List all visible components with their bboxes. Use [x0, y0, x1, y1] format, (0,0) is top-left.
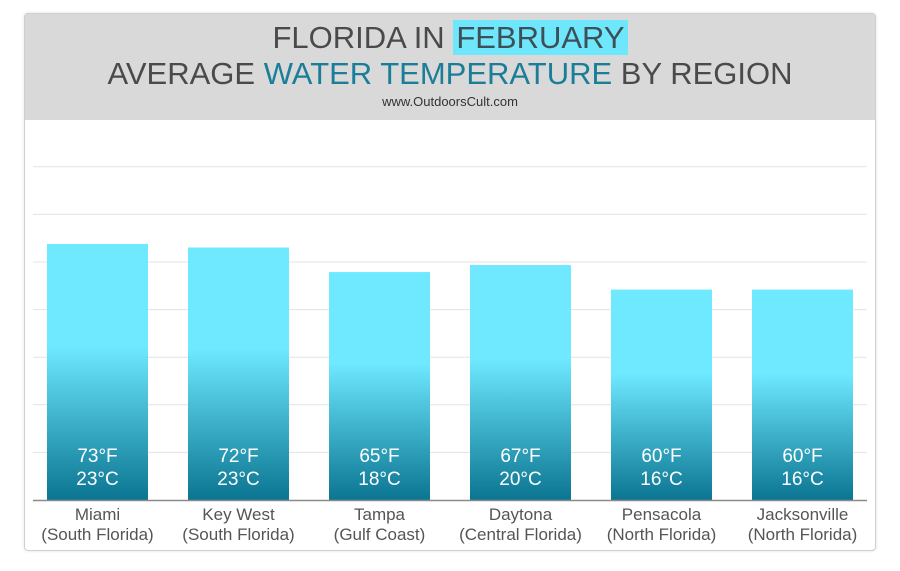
category-label-city: Key West: [202, 505, 275, 524]
data-label-fahrenheit: 72°F: [218, 446, 258, 467]
bar-key-west: [188, 247, 289, 500]
data-label-celsius: 23°C: [76, 469, 118, 490]
category-label-city: Pensacola: [622, 505, 702, 524]
bar-tampa: [329, 272, 430, 500]
category-label-region: (Central Florida): [459, 525, 582, 544]
category-labels: Miami(South Florida)Key West(South Flori…: [41, 505, 857, 544]
category-label-city: Daytona: [489, 505, 553, 524]
data-label-fahrenheit: 65°F: [359, 446, 399, 467]
bar-pensacola: [611, 289, 712, 500]
data-label-fahrenheit: 60°F: [641, 446, 681, 467]
category-label-region: (South Florida): [41, 525, 153, 544]
data-label-fahrenheit: 73°F: [77, 446, 117, 467]
bars: 73°F23°C72°F23°C65°F18°C67°F20°C60°F16°C…: [47, 244, 853, 500]
data-label-celsius: 16°C: [640, 469, 682, 490]
subtitle-text-pre: AVERAGE: [107, 56, 264, 91]
chart-title-line-1: FLORIDA IN FEBRUARY: [25, 20, 875, 56]
category-label-region: (North Florida): [748, 525, 858, 544]
category-label-city: Jacksonville: [757, 505, 849, 524]
data-label-fahrenheit: 67°F: [500, 446, 540, 467]
title-month-highlight: FEBRUARY: [453, 20, 628, 55]
data-label-celsius: 20°C: [499, 469, 541, 490]
chart-plot: 73°F23°C72°F23°C65°F18°C67°F20°C60°F16°C…: [33, 166, 867, 544]
subtitle-text-post: BY REGION: [612, 56, 793, 91]
category-label-region: (South Florida): [182, 525, 294, 544]
bar-jacksonville: [752, 289, 853, 500]
gridlines: [33, 166, 867, 453]
chart-header: FLORIDA IN FEBRUARY AVERAGE WATER TEMPER…: [25, 14, 875, 120]
subtitle-highlight: WATER TEMPERATURE: [263, 56, 613, 91]
data-label-celsius: 18°C: [358, 469, 400, 490]
category-label-city: Miami: [75, 505, 120, 524]
category-label-city: Tampa: [354, 505, 406, 524]
chart-card: FLORIDA IN FEBRUARY AVERAGE WATER TEMPER…: [24, 13, 876, 551]
data-label-celsius: 16°C: [781, 469, 823, 490]
data-label-fahrenheit: 60°F: [782, 446, 822, 467]
chart-title-line-2: AVERAGE WATER TEMPERATURE BY REGION: [25, 56, 875, 92]
category-label-region: (North Florida): [607, 525, 717, 544]
bar-daytona: [470, 265, 571, 500]
source-website: www.OutdoorsCult.com: [382, 94, 518, 109]
category-label-region: (Gulf Coast): [334, 525, 426, 544]
bar-miami: [47, 244, 148, 500]
title-text: FLORIDA IN: [272, 20, 454, 55]
data-label-celsius: 23°C: [217, 469, 259, 490]
